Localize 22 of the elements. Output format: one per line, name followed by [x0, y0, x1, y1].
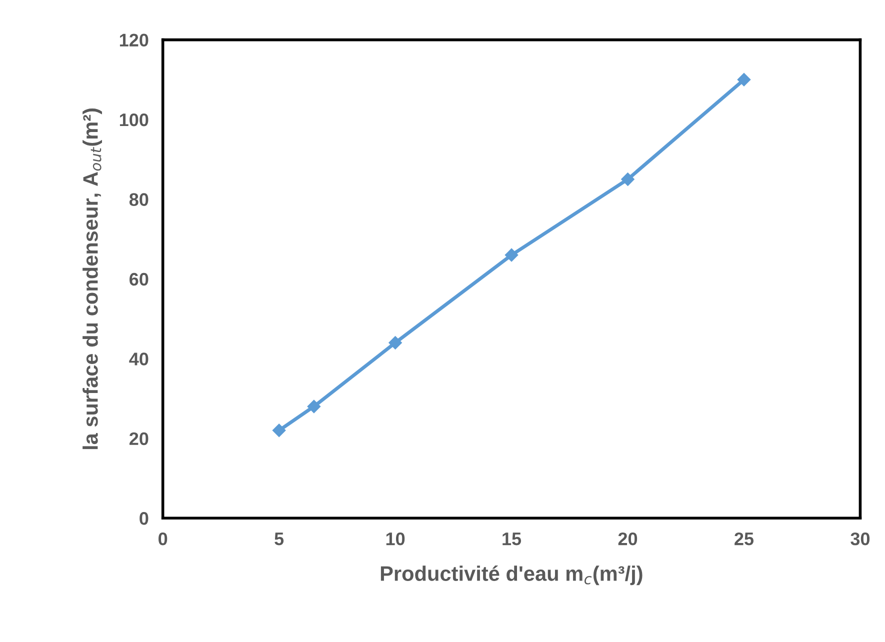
x-tick-label: 5	[274, 532, 284, 546]
point	[307, 400, 321, 414]
point	[504, 248, 518, 262]
y-tick-label: 60	[130, 272, 148, 286]
y-tick-label: 80	[129, 193, 148, 206]
x-tick-label: 0	[158, 532, 168, 546]
y-tick-label: 40	[129, 352, 148, 366]
y-tick-label: 100	[120, 113, 148, 126]
point	[272, 424, 286, 437]
y-axis-title: la surface du condenseur, A$_{out}$(m²)	[82, 108, 102, 450]
x-tick-label: 30	[850, 532, 870, 546]
point	[621, 172, 634, 186]
x-tick-label: 20	[618, 532, 638, 546]
y-tick-label: 20	[129, 432, 148, 446]
x-tick-label: 25	[734, 532, 754, 546]
y-tick-label: 120	[120, 34, 148, 47]
x-axis-title: Productivité d'eau m$_{c}$(m³/j)	[380, 565, 642, 586]
x-tick-label: 10	[386, 532, 405, 546]
y-tick-label: 0	[140, 512, 148, 525]
point	[388, 336, 402, 350]
x-tick-label: 15	[502, 532, 522, 546]
point	[737, 73, 751, 86]
